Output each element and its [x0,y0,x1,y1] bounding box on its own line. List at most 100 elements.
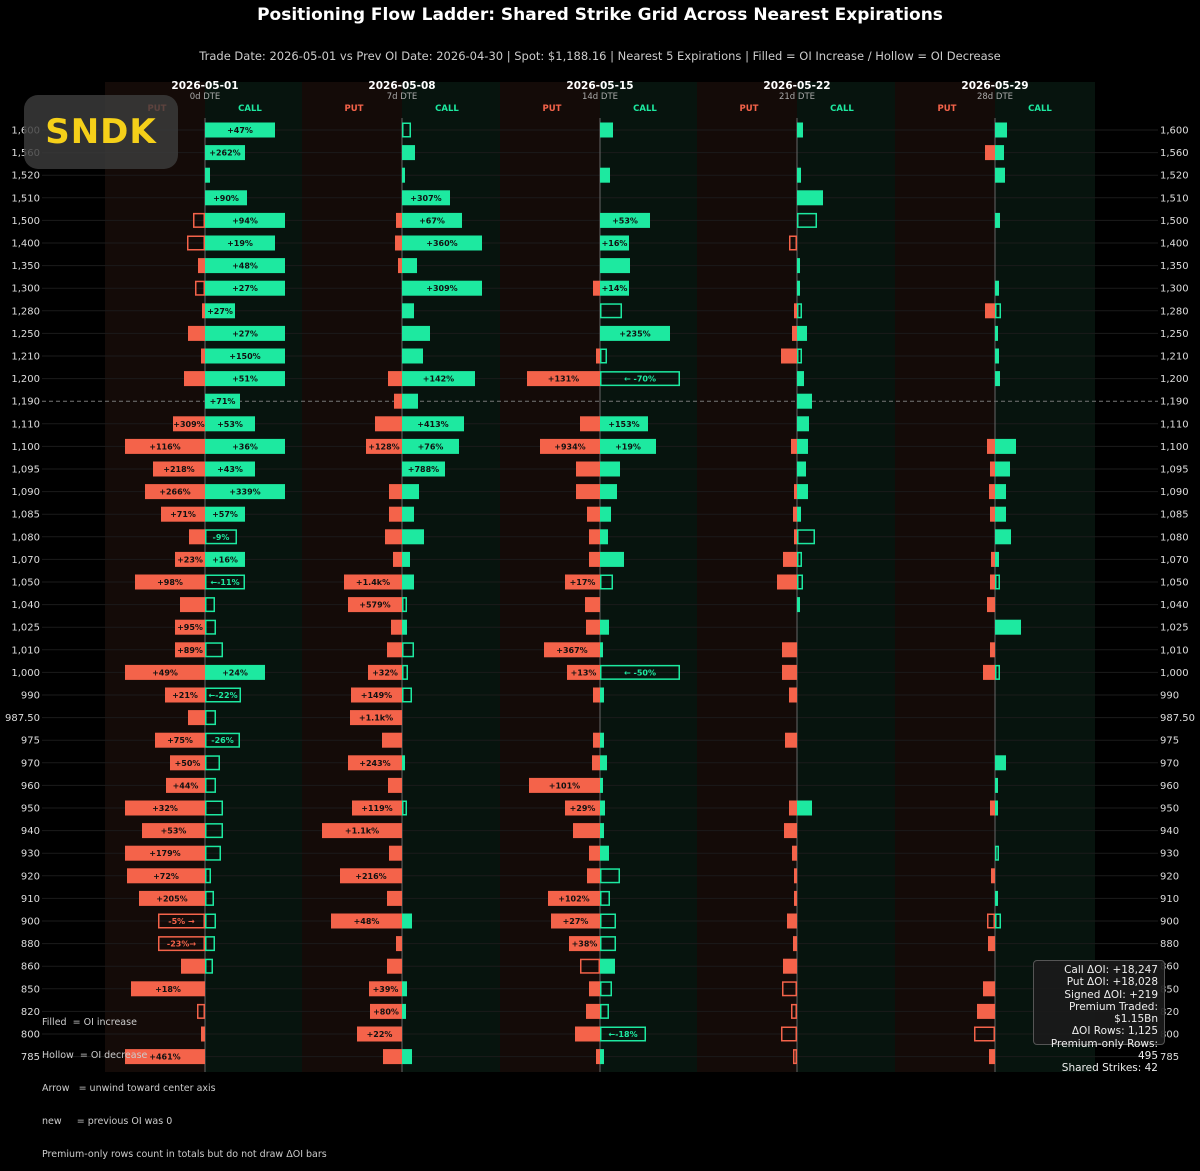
call-bar-increase [402,1003,406,1019]
stat-call-doi: Call ΔOI: +18,247 [1064,964,1158,976]
call-bar-increase [600,687,604,703]
call-panel-bg [205,82,305,1072]
put-bar-label: +39% [373,985,399,994]
put-bar-increase [173,416,205,432]
put-bar-increase [576,461,600,477]
strike-tick-label-right: 900 [1160,917,1179,928]
put-bar-increase [548,890,600,906]
call-bar-increase [797,167,801,183]
put-bar-label: +1.1k% [359,714,393,723]
strike-tick-label-left: 1,100 [11,442,40,453]
call-bar-label: +36% [232,442,258,451]
put-bar-label: +1.1k% [345,827,379,836]
call-bar-increase [600,416,648,432]
call-bar-decrease [995,303,1001,319]
strike-tick-label-right: 1,190 [1160,397,1189,408]
put-bar-increase [586,1003,600,1019]
call-bar-label: +27% [232,284,258,293]
call-bar-increase [797,258,800,274]
put-bar-increase [352,800,402,816]
strike-tick-label-left: 800 [21,1030,40,1041]
call-bar-label: +307% [410,194,441,203]
strike-tick-label-left: 950 [21,804,40,815]
call-bar-label: +27% [232,329,258,338]
call-bar-decrease [995,800,998,816]
call-bar-label: +94% [232,216,258,225]
strike-tick-label-left: 975 [21,736,40,747]
call-bar-decrease [205,800,223,816]
put-bar-decrease [195,280,205,296]
put-bar-increase [794,484,797,500]
strike-tick-label-right: 785 [1160,1052,1179,1063]
call-bar-decrease [995,664,1000,680]
strike-tick-label-left: 930 [21,849,40,860]
call-bar-decrease [205,868,211,884]
call-bar-decrease [205,619,216,635]
call-bar-decrease [797,348,802,364]
call-bar-label: +309% [426,284,457,293]
put-bar-increase [388,371,402,387]
call-bar-increase [402,235,482,251]
call-bar-decrease [995,574,1000,590]
call-bar-decrease [600,1003,609,1019]
strike-tick-label-right: 1,050 [1160,578,1189,589]
call-bar-decrease [205,687,241,703]
put-bar-label: +89% [177,646,203,655]
call-bar-increase [995,371,1000,387]
call-bar-increase [402,325,430,341]
put-bar-increase [990,506,995,522]
call-side-label: CALL [435,104,459,114]
call-bar-increase [402,371,475,387]
put-bar-label: +13% [571,668,597,677]
put-side-label: PUT [543,104,562,114]
put-bar-increase [389,484,402,500]
call-bar-increase [600,823,604,839]
put-bar-label: +216% [355,872,386,881]
put-bar-label: +71% [170,510,196,519]
legend-note: new = previous OI was 0 [42,1116,173,1127]
put-bar-increase [794,868,797,884]
put-bar-increase [348,597,402,613]
call-bar-label: +235% [619,329,650,338]
call-bar-increase [600,461,620,477]
call-bar-label: +48% [232,262,258,271]
put-bar-label: +98% [157,578,183,587]
call-bar-decrease [205,890,214,906]
put-bar-decrease [791,1003,797,1019]
call-bar-increase [600,800,605,816]
call-panel-bg [995,82,1095,1072]
put-bar-increase [322,823,402,839]
put-bar-increase [188,325,205,341]
strike-tick-label-left: 1,510 [11,193,40,204]
put-bar-increase [777,574,797,590]
put-bar-increase [989,1049,995,1065]
put-bar-label: +579% [359,601,390,610]
call-bar-label: +262% [209,149,240,158]
call-bar-label: +47% [227,126,253,135]
strike-tick-label-left: 920 [21,871,40,882]
strike-tick-label-left: 860 [21,962,40,973]
strike-tick-label-left: 1,000 [11,668,40,679]
call-bar-label: ←-11% [210,578,239,587]
strike-tick-label-right: 820 [1160,1007,1179,1018]
call-bar-label: +71% [210,397,236,406]
call-side-label: CALL [830,104,854,114]
put-bar-increase [567,664,600,680]
put-bar-decrease [793,1049,797,1065]
put-bar-increase [987,597,995,613]
call-bar-increase [995,145,1004,161]
call-bar-increase [995,167,1005,183]
put-bar-increase [202,303,205,319]
call-bar-decrease [205,732,240,748]
flow-ladder-chart: 1,6001,6001,5601,5601,5201,5201,5101,510… [5,80,1195,1072]
put-bar-increase [387,958,402,974]
call-bar-label: -9% [213,533,230,542]
put-bar-label: +95% [177,623,203,632]
put-bar-increase [201,348,205,364]
strike-tick-label-right: 970 [1160,758,1179,769]
call-bar-increase [205,551,245,567]
put-bar-decrease [987,913,995,929]
strike-tick-label-left: 1,250 [11,329,40,340]
put-bar-decrease [158,913,205,929]
put-bar-label: +44% [173,781,199,790]
